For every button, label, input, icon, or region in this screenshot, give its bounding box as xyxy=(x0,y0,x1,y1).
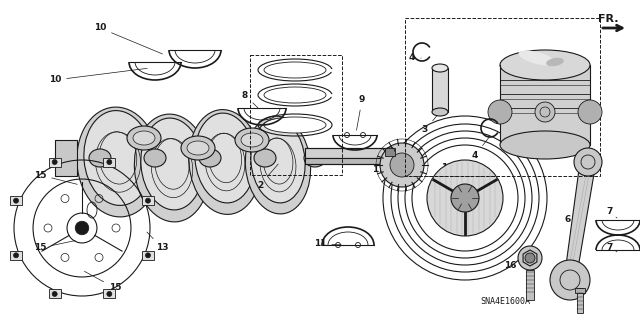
Text: 10: 10 xyxy=(94,24,163,54)
Bar xyxy=(49,289,61,299)
Bar xyxy=(575,288,585,293)
Ellipse shape xyxy=(134,114,210,222)
Bar xyxy=(10,251,22,260)
Ellipse shape xyxy=(251,119,305,203)
Text: 9: 9 xyxy=(356,95,365,130)
Polygon shape xyxy=(523,250,537,266)
Bar xyxy=(142,251,154,260)
Text: 17: 17 xyxy=(372,160,390,174)
Bar xyxy=(49,158,61,167)
Ellipse shape xyxy=(187,141,209,155)
Text: 7: 7 xyxy=(607,207,617,218)
Ellipse shape xyxy=(432,64,448,72)
Circle shape xyxy=(13,253,19,258)
Text: 1: 1 xyxy=(487,182,499,204)
Text: 3: 3 xyxy=(422,114,438,135)
Circle shape xyxy=(518,246,542,270)
Ellipse shape xyxy=(264,117,326,133)
Circle shape xyxy=(390,153,414,177)
Ellipse shape xyxy=(518,50,556,66)
Ellipse shape xyxy=(144,149,166,167)
Ellipse shape xyxy=(195,113,255,203)
Circle shape xyxy=(578,100,602,124)
Text: 13: 13 xyxy=(147,232,168,253)
Bar xyxy=(385,148,395,156)
Ellipse shape xyxy=(189,110,261,214)
Ellipse shape xyxy=(181,136,215,160)
Bar xyxy=(103,158,115,167)
Ellipse shape xyxy=(264,62,326,78)
Text: 6: 6 xyxy=(565,216,574,247)
Ellipse shape xyxy=(141,118,203,210)
Text: 4: 4 xyxy=(472,137,489,160)
Circle shape xyxy=(574,148,602,176)
Bar xyxy=(55,140,77,176)
Ellipse shape xyxy=(500,50,590,80)
Bar xyxy=(526,270,534,300)
Text: 15: 15 xyxy=(84,271,121,293)
Ellipse shape xyxy=(254,149,276,167)
Bar xyxy=(142,196,154,205)
Text: 16: 16 xyxy=(504,259,522,270)
Ellipse shape xyxy=(245,116,310,214)
Text: 11: 11 xyxy=(314,240,341,249)
Text: 5: 5 xyxy=(564,278,574,295)
Bar xyxy=(250,55,342,175)
Ellipse shape xyxy=(432,108,448,116)
Circle shape xyxy=(145,253,150,258)
Bar xyxy=(432,68,448,112)
Ellipse shape xyxy=(500,131,590,159)
Text: 15: 15 xyxy=(34,170,77,184)
Circle shape xyxy=(488,100,512,124)
Ellipse shape xyxy=(89,149,111,167)
Circle shape xyxy=(451,184,479,212)
Text: 15: 15 xyxy=(34,241,76,253)
Text: SNA4E1600A: SNA4E1600A xyxy=(480,298,530,307)
Bar xyxy=(10,196,22,205)
Circle shape xyxy=(525,253,535,263)
Ellipse shape xyxy=(241,133,263,147)
Text: 14: 14 xyxy=(441,164,454,182)
Text: 8: 8 xyxy=(242,91,258,108)
Circle shape xyxy=(550,260,590,300)
Circle shape xyxy=(427,160,503,236)
Circle shape xyxy=(107,292,112,296)
Bar xyxy=(305,158,400,164)
Circle shape xyxy=(13,198,19,203)
Text: 2: 2 xyxy=(257,164,278,189)
Text: 12: 12 xyxy=(402,151,414,165)
Text: FR.: FR. xyxy=(598,14,618,24)
Ellipse shape xyxy=(235,128,269,152)
Circle shape xyxy=(107,160,112,165)
Circle shape xyxy=(535,102,555,122)
Bar xyxy=(500,65,590,145)
Ellipse shape xyxy=(264,87,326,103)
Ellipse shape xyxy=(199,149,221,167)
Bar xyxy=(577,288,583,313)
Circle shape xyxy=(76,221,89,235)
Ellipse shape xyxy=(77,107,159,217)
Bar xyxy=(103,289,115,299)
Ellipse shape xyxy=(127,126,161,150)
Circle shape xyxy=(52,292,57,296)
Bar xyxy=(305,148,400,158)
Text: 4: 4 xyxy=(409,54,421,63)
Text: 7: 7 xyxy=(607,243,617,253)
Bar xyxy=(405,18,600,176)
Ellipse shape xyxy=(546,58,564,66)
Ellipse shape xyxy=(84,111,152,205)
Ellipse shape xyxy=(133,131,155,145)
Polygon shape xyxy=(564,162,596,280)
Circle shape xyxy=(145,198,150,203)
Ellipse shape xyxy=(304,149,326,167)
Circle shape xyxy=(52,160,57,165)
Text: 10: 10 xyxy=(49,68,147,85)
Circle shape xyxy=(380,143,424,187)
